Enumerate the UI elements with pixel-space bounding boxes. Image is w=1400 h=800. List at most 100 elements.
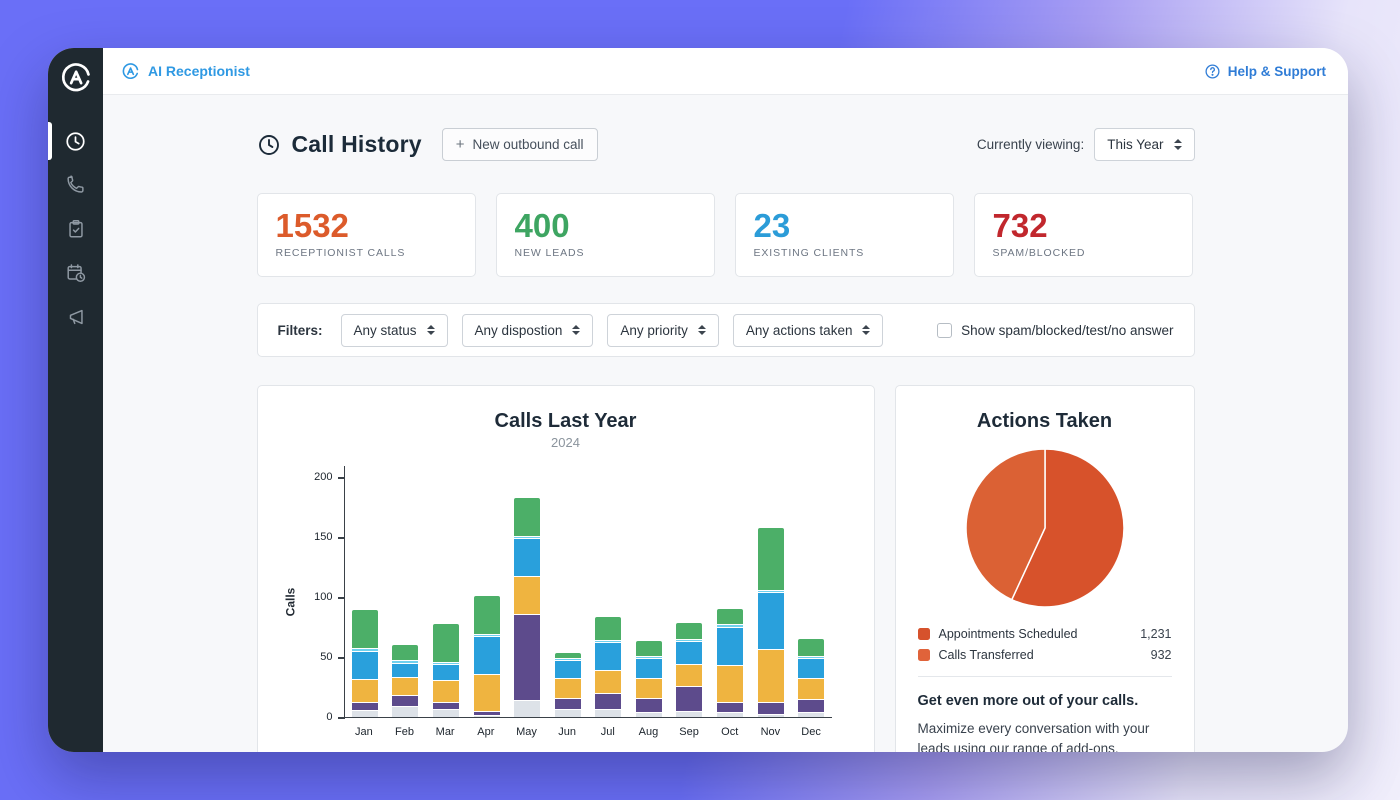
green-segment: [757, 528, 784, 590]
legend-row: Appointments Scheduled 1,231: [917, 627, 1172, 641]
pie-slice-2[interactable]: [964, 448, 1046, 601]
x-axis-label: Mar: [435, 726, 455, 738]
select-arrows-icon: [697, 324, 706, 336]
brand-logo-icon: [122, 62, 139, 79]
blue-segment: [635, 658, 662, 679]
yellow-segment: [595, 670, 622, 694]
stat-label: SPAM/BLOCKED: [992, 246, 1086, 259]
blue-segment: [392, 663, 419, 677]
gray-segment: [432, 709, 459, 717]
sidebar-item-announcements[interactable]: [48, 295, 103, 339]
stat-card-receptionist-calls: 1532 RECEPTIONIST CALLS: [256, 193, 476, 277]
blue-segment: [757, 592, 784, 650]
sidebar-item-schedule[interactable]: [48, 251, 103, 295]
pie-legend: Appointments Scheduled 1,231 Calls Transfe…: [917, 627, 1172, 662]
lightblue-segment: [676, 639, 703, 642]
bar-chart-plot: 0 50 100 150 200: [314, 466, 832, 723]
blue-segment: [351, 651, 378, 680]
x-axis-labels: Jan Feb Mar Apr May Jun Jul Aug Sep Oct Nov Dec: [344, 726, 832, 738]
sidebar-item-tasks[interactable]: [48, 207, 103, 251]
yellow-segment: [757, 650, 784, 702]
bar-jun[interactable]: [554, 653, 581, 717]
priority-filter-select[interactable]: Any priority: [607, 313, 719, 347]
yellow-segment: [514, 577, 541, 615]
bar-jul[interactable]: [595, 617, 622, 717]
lightblue-segment: [554, 659, 581, 661]
app-logo-icon: [59, 61, 93, 95]
bar-feb[interactable]: [392, 644, 419, 717]
green-segment: [473, 595, 500, 635]
green-segment: [514, 498, 541, 536]
green-segment: [798, 638, 825, 656]
pie-slice-1[interactable]: [1010, 448, 1125, 608]
bar-may[interactable]: [514, 498, 541, 717]
promo-text: Maximize every conversation with your le…: [917, 721, 1150, 752]
stat-card-new-leads: 400 NEW LEADS: [495, 193, 715, 277]
green-segment: [432, 624, 459, 662]
yellow-segment: [473, 675, 500, 712]
x-axis-label: Oct: [721, 726, 739, 738]
gray-segment: [392, 707, 419, 717]
clock-icon: [258, 134, 279, 155]
purple-segment: [432, 702, 459, 709]
purple-segment: [798, 700, 825, 713]
bar-dec[interactable]: [798, 638, 825, 717]
sidebar-item-call-history[interactable]: [48, 119, 103, 163]
gray-segment: [514, 701, 541, 717]
page-header: Call History + New outbound call Current…: [257, 128, 1195, 161]
purple-segment: [676, 687, 703, 712]
brand-link[interactable]: AI Receptionist: [121, 62, 250, 81]
bar-chart-subtitle: 2024: [551, 435, 580, 450]
legend-label: Calls Transferred: [938, 648, 1034, 662]
gray-segment: [676, 712, 703, 717]
legend-value: 1,231: [1140, 627, 1172, 641]
gray-segment: [595, 709, 622, 717]
stat-label: RECEPTIONIST CALLS: [275, 246, 406, 259]
stat-label: EXISTING CLIENTS: [753, 246, 865, 259]
green-segment: [635, 641, 662, 656]
x-axis-label: Jul: [600, 726, 615, 738]
legend-swatch-icon: [917, 628, 930, 640]
stat-value: 400: [514, 207, 570, 244]
x-axis-label: May: [516, 726, 537, 738]
lightblue-segment: [392, 661, 419, 663]
stat-card-spam-blocked: 732 SPAM/BLOCKED: [973, 193, 1193, 277]
purple-segment: [351, 702, 378, 710]
show-spam-checkbox[interactable]: [937, 322, 953, 338]
bar-sep[interactable]: [676, 623, 703, 717]
disposition-filter-select[interactable]: Any dispostion: [461, 313, 594, 347]
blue-segment: [676, 642, 703, 664]
stat-value: 23: [753, 207, 791, 244]
sidebar-item-calls[interactable]: [48, 163, 103, 207]
show-spam-checkbox-wrap[interactable]: Show spam/blocked/test/no answer: [937, 322, 1174, 338]
bar-oct[interactable]: [716, 608, 743, 717]
status-filter-select[interactable]: Any status: [340, 313, 448, 347]
lightblue-segment: [473, 635, 500, 637]
lightblue-segment: [432, 662, 459, 664]
bar-apr[interactable]: [473, 595, 500, 717]
promo-title: Get even more out of your calls.: [917, 693, 1139, 709]
yellow-segment: [716, 665, 743, 702]
lightblue-segment: [716, 625, 743, 627]
purple-segment: [392, 695, 419, 707]
actions-taken-filter-select[interactable]: Any actions taken: [732, 313, 884, 347]
help-support-link[interactable]: Help & Support: [1204, 63, 1326, 80]
filters-bar: Filters: Any status Any dispostion Any p…: [256, 303, 1195, 357]
bar-jan[interactable]: [351, 610, 378, 717]
new-outbound-call-button[interactable]: + New outbound call: [441, 128, 598, 161]
y-axis-label: Calls: [283, 587, 298, 617]
blue-segment: [716, 627, 743, 665]
yellow-segment: [635, 679, 662, 699]
bar-nov[interactable]: [757, 528, 784, 717]
lightblue-segment: [798, 656, 825, 658]
yellow-segment: [432, 681, 459, 702]
bar-aug[interactable]: [635, 641, 662, 717]
gray-segment: [554, 709, 581, 717]
time-range-select[interactable]: This Year: [1094, 128, 1195, 161]
purple-segment: [595, 694, 622, 709]
purple-segment: [635, 699, 662, 713]
x-axis-label: Jan: [354, 726, 373, 738]
stat-card-existing-clients: 23 EXISTING CLIENTS: [734, 193, 954, 277]
main-area: AI Receptionist Help & Support: [103, 48, 1348, 752]
bar-mar[interactable]: [432, 624, 459, 717]
